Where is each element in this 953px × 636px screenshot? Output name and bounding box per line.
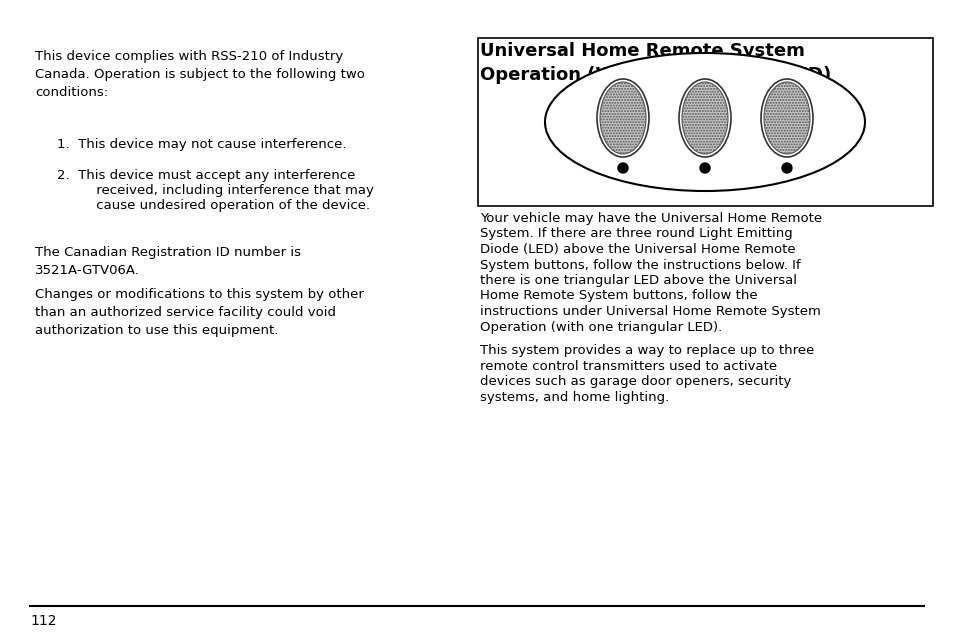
Ellipse shape [681,82,727,154]
Text: System buttons, follow the instructions below. If: System buttons, follow the instructions … [479,258,800,272]
Text: The Canadian Registration ID number is
3521A-GTV06A.: The Canadian Registration ID number is 3… [35,246,301,277]
Text: Operation (With Three Round LED): Operation (With Three Round LED) [479,66,830,84]
Circle shape [618,163,627,173]
Text: 1.  This device may not cause interference.: 1. This device may not cause interferenc… [57,138,346,151]
Ellipse shape [760,79,812,157]
Text: remote control transmitters used to activate: remote control transmitters used to acti… [479,359,777,373]
Text: instructions under Universal Home Remote System: instructions under Universal Home Remote… [479,305,820,318]
Text: systems, and home lighting.: systems, and home lighting. [479,391,669,403]
Circle shape [781,163,791,173]
Ellipse shape [679,79,730,157]
Text: 2.  This device must accept any interference: 2. This device must accept any interfere… [57,169,355,182]
Text: Your vehicle may have the Universal Home Remote: Your vehicle may have the Universal Home… [479,212,821,225]
Text: there is one triangular LED above the Universal: there is one triangular LED above the Un… [479,274,796,287]
Text: Changes or modifications to this system by other
than an authorized service faci: Changes or modifications to this system … [35,288,363,337]
Bar [477,38,932,206]
Text: 112: 112 [30,614,56,628]
Text: This device complies with RSS-210 of Industry
Canada. Operation is subject to th: This device complies with RSS-210 of Ind… [35,50,364,99]
Text: Operation (with one triangular LED).: Operation (with one triangular LED). [479,321,721,333]
Text: Universal Home Remote System: Universal Home Remote System [479,42,804,60]
Text: This system provides a way to replace up to three: This system provides a way to replace up… [479,344,814,357]
Text: System. If there are three round Light Emitting: System. If there are three round Light E… [479,228,792,240]
Text: Home Remote System buttons, follow the: Home Remote System buttons, follow the [479,289,757,303]
Ellipse shape [597,79,648,157]
Ellipse shape [544,53,864,191]
Text: devices such as garage door openers, security: devices such as garage door openers, sec… [479,375,791,388]
Circle shape [700,163,709,173]
Text: Diode (LED) above the Universal Home Remote: Diode (LED) above the Universal Home Rem… [479,243,795,256]
Text: received, including interference that may: received, including interference that ma… [75,184,374,197]
Text: cause undesired operation of the device.: cause undesired operation of the device. [75,199,370,212]
Ellipse shape [599,82,645,154]
Ellipse shape [763,82,809,154]
